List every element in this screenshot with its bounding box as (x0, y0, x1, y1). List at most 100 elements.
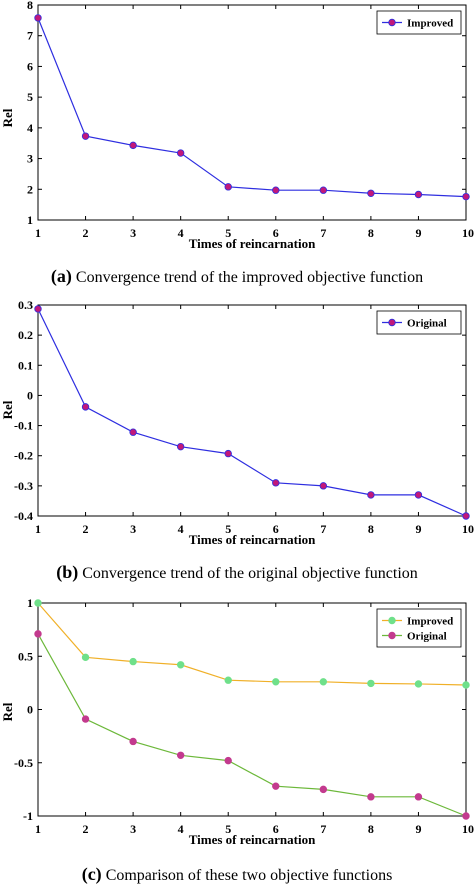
y-tick-label: -1 (23, 809, 33, 823)
y-axis-label: Rel (0, 702, 15, 721)
x-tick-label: 8 (368, 226, 374, 240)
x-tick-label: 10 (462, 522, 474, 536)
data-point (462, 512, 470, 520)
data-point (224, 183, 232, 191)
x-tick-label: 7 (320, 822, 326, 836)
caption-letter: (b) (56, 562, 78, 583)
y-tick-label: 0.5 (18, 649, 33, 663)
x-axis-label: Times of reincarnation (189, 532, 316, 547)
data-point (129, 657, 137, 666)
data-point (129, 428, 137, 436)
y-tick-label: -0.3 (14, 479, 33, 493)
x-tick-label: 2 (83, 226, 89, 240)
data-point (367, 491, 375, 499)
data-point (176, 751, 185, 759)
caption-text: Comparison of these two objective functi… (102, 867, 393, 884)
x-tick-label: 5 (225, 522, 231, 536)
axes-frame (37, 304, 467, 517)
x-tick-label: 6 (273, 226, 279, 240)
x-tick-label: 8 (368, 522, 374, 536)
caption-text: Convergence trend of the original object… (78, 565, 418, 582)
axes-frame (37, 4, 467, 221)
x-tick-label: 8 (368, 822, 374, 836)
data-point (81, 715, 90, 723)
panel-c: 1 2 3 4 5 6 7 8 9 10 -1 -0.5 0 0.5 1 Times of reincarna… (0, 596, 474, 885)
legend-box (376, 608, 462, 648)
panel-caption: (a) Convergence trend of the improved ob… (51, 266, 423, 287)
panel-b: 1 2 3 4 5 6 7 8 9 10 -0.4 -0.3 -0.2 -0.1 0 0.1 0.2 0.3 Tim… (0, 298, 474, 583)
caption-letter: (c) (82, 864, 102, 885)
y-tick-label: 7 (27, 29, 33, 43)
y-axis-label: Rel (0, 400, 15, 419)
x-tick-label: 7 (320, 522, 326, 536)
x-tick-label: 7 (320, 226, 326, 240)
data-point (34, 599, 42, 607)
x-tick-label: 1 (35, 822, 41, 836)
x-tick-label: 3 (130, 226, 136, 240)
data-point (462, 681, 470, 689)
series-line-improved (37, 17, 467, 198)
y-tick-label: 1 (27, 596, 33, 610)
x-tick-label: 9 (415, 226, 421, 240)
x-tick-label: 9 (415, 822, 421, 836)
data-point (129, 737, 137, 746)
data-point (272, 479, 280, 487)
y-tick-label: 3 (27, 152, 33, 166)
series-line-original (37, 308, 467, 517)
y-tick-label: -0.5 (14, 756, 33, 770)
data-point (367, 189, 375, 197)
y-tick-label: 0.1 (18, 358, 33, 372)
caption-text: Convergence trend of the improved object… (72, 269, 423, 286)
y-tick-label: -0.1 (14, 419, 33, 433)
panel-caption: (b) Convergence trend of the original ob… (56, 562, 418, 583)
y-tick-label: -0.2 (14, 449, 33, 463)
y-tick-label: -0.4 (14, 509, 33, 523)
legend-entry: Original (407, 318, 447, 330)
x-tick-label: 1 (35, 226, 41, 240)
x-tick-label: 10 (462, 226, 474, 240)
legend: Improved Original (376, 608, 462, 648)
legend: Improved (376, 10, 462, 35)
data-point (414, 190, 423, 199)
x-tick-label: 6 (273, 822, 279, 836)
panel-a: 1 2 3 4 5 6 7 8 9 10 1 2 3 4 5 6 7 8 Times of reincarnatio… (0, 0, 474, 287)
data-point (319, 785, 328, 794)
data-point (367, 679, 375, 688)
y-axis-label: Rel (0, 108, 15, 127)
data-point (129, 141, 137, 150)
x-tick-label: 6 (273, 522, 279, 536)
x-tick-label: 1 (35, 522, 41, 536)
x-axis-label: Times of reincarnation (189, 832, 316, 847)
data-point (224, 676, 232, 684)
data-point (272, 678, 280, 686)
x-tick-label: 2 (83, 522, 89, 536)
data-point (34, 630, 42, 638)
data-point (224, 449, 232, 458)
legend-marker (388, 18, 396, 27)
data-point (81, 653, 90, 662)
data-point (81, 132, 90, 140)
data-point (81, 403, 90, 411)
y-tick-label: 0.3 (18, 298, 33, 312)
x-tick-label: 2 (83, 822, 89, 836)
data-point (34, 14, 42, 22)
x-tick-label: 4 (178, 522, 184, 536)
y-tick-label: 0.2 (18, 328, 33, 342)
legend-marker (388, 616, 396, 625)
legend-marker (388, 631, 396, 640)
data-point (319, 482, 328, 490)
data-point (414, 680, 423, 688)
x-tick-label: 9 (415, 522, 421, 536)
data-point (224, 756, 232, 765)
y-tick-label: 0 (27, 703, 33, 717)
y-tick-label: 1 (27, 213, 33, 227)
y-tick-label: 6 (27, 59, 33, 73)
x-tick-label: 3 (130, 822, 136, 836)
data-point (414, 491, 423, 499)
legend-entry: Improved (407, 616, 453, 628)
data-point (462, 812, 470, 820)
x-tick-label: 4 (178, 822, 184, 836)
data-point (176, 149, 185, 157)
data-point (272, 186, 280, 194)
